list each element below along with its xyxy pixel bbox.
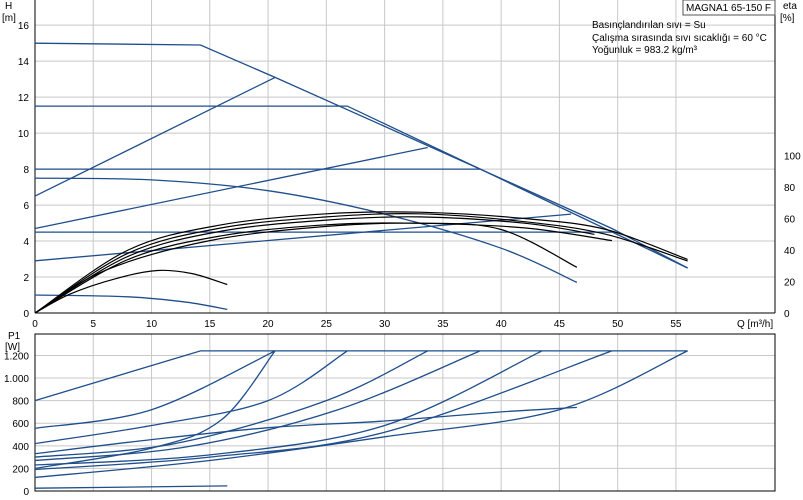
x-tick-label: 30 xyxy=(379,319,391,330)
h-tick-label: 10 xyxy=(18,129,30,140)
eta-tick-label: 40 xyxy=(784,246,796,257)
x-tick-label: 5 xyxy=(90,319,96,330)
x-tick-label: 45 xyxy=(554,319,566,330)
h-tick-label: 14 xyxy=(18,57,30,68)
efficiency-curve xyxy=(34,211,688,314)
model-label: MAGNA1 65-150 F xyxy=(686,3,771,14)
p1-tick-label: 800 xyxy=(12,397,29,408)
power-plot: 0 200 400 600 800 1.000 1.200 xyxy=(4,333,776,498)
model-label-box xyxy=(682,0,776,16)
power-curve xyxy=(34,350,688,402)
h-tick-label: 12 xyxy=(18,93,30,104)
eta-tick-label: 60 xyxy=(784,215,796,226)
h-tick-label: 0 xyxy=(23,309,29,320)
x-tick-label: 25 xyxy=(321,319,333,330)
power-curve xyxy=(34,350,543,466)
eta-tick-label: 0 xyxy=(784,309,790,320)
info-temperature: Çalışma sırasında sıvı sıcaklığı = 60 °C xyxy=(592,33,767,44)
h-tick-label: 2 xyxy=(23,273,29,284)
h-tick-label: 6 xyxy=(23,201,29,212)
p1-axis-unit: [W] xyxy=(5,342,20,353)
efficiency-curve xyxy=(34,269,228,314)
h-axis-label: H xyxy=(5,1,12,12)
h-tick-label: 8 xyxy=(23,165,29,176)
h-tick-label: 16 xyxy=(18,21,30,32)
power-curve xyxy=(34,350,348,445)
efficiency-curve xyxy=(34,222,612,314)
p1-tick-label: 0 xyxy=(23,487,29,498)
h-tick-label: 4 xyxy=(23,237,29,248)
head-efficiency-plot: 0 5 10 15 20 25 30 35 40 45 50 55 0 2 4 6 8 10 12 14 16 0 20 40… xyxy=(18,0,801,330)
power-curve xyxy=(34,406,577,455)
h-axis-unit: [m] xyxy=(2,13,16,24)
power-curve xyxy=(34,350,428,458)
x-tick-label: 35 xyxy=(437,319,449,330)
power-curve xyxy=(34,350,481,462)
head-curve xyxy=(34,42,688,269)
info-fluid: Basınçlandırılan sıvı = Su xyxy=(592,20,706,31)
head-curve xyxy=(35,105,688,269)
p1-axis-label: P1 xyxy=(8,331,21,342)
x-tick-label: 15 xyxy=(204,319,216,330)
eta-tick-label: 80 xyxy=(784,183,796,194)
power-curve xyxy=(34,350,688,479)
eta-axis-label: eta xyxy=(783,1,797,12)
x-tick-label: 55 xyxy=(670,319,682,330)
head-curve xyxy=(34,294,228,311)
power-curve xyxy=(34,485,228,489)
chart-labels: H [m] eta [%] Q [m³/h] P1 [W] MAGNA1 65-… xyxy=(2,0,797,353)
head-curve xyxy=(34,177,578,283)
eta-tick-label: 20 xyxy=(784,278,796,289)
head-curve xyxy=(34,213,572,262)
x-tick-label: 0 xyxy=(32,319,38,330)
eta-tick-label: 100 xyxy=(784,152,801,163)
p1-tick-label: 400 xyxy=(12,442,29,453)
p1-tick-label: 600 xyxy=(12,419,29,430)
power-plot-frame xyxy=(34,333,776,492)
power-curve xyxy=(34,350,276,429)
efficiency-curve xyxy=(34,216,595,314)
head-curve xyxy=(34,146,428,230)
x-tick-label: 50 xyxy=(612,319,624,330)
p1-tick-label: 200 xyxy=(12,464,29,475)
x-tick-label: 40 xyxy=(496,319,508,330)
q-axis-label: Q [m³/h] xyxy=(737,319,773,330)
x-tick-label: 20 xyxy=(263,319,275,330)
power-curve xyxy=(34,350,276,470)
head-curve xyxy=(34,76,276,197)
x-tick-label: 10 xyxy=(146,319,158,330)
info-density: Yoğunluk = 983.2 kg/m³ xyxy=(592,45,698,56)
eta-axis-unit: [%] xyxy=(780,13,795,24)
efficiency-curve xyxy=(34,212,688,314)
p1-tick-label: 1.000 xyxy=(4,374,29,385)
p1-tick-label: 1.200 xyxy=(4,351,29,362)
